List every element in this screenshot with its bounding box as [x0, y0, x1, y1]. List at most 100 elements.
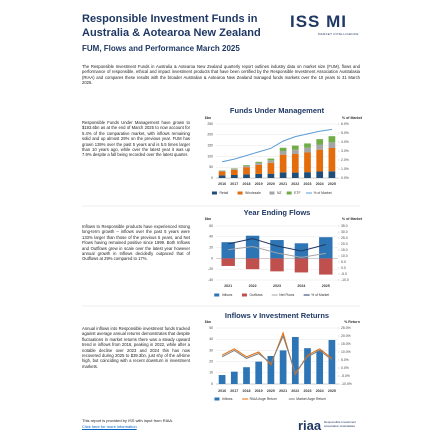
bar — [255, 162, 263, 165]
y2-tick-label: 5.0% — [341, 358, 349, 362]
y2-axis-label: % Return — [344, 320, 360, 324]
y2-tick-label: 1.0% — [341, 167, 349, 171]
x-tick-label: 2019 — [255, 182, 263, 186]
riaa-tagline: Responsible Investment Association Austr… — [324, 420, 357, 428]
title: Responsible Investment Funds in Australi… — [82, 13, 261, 39]
legend-swatch — [214, 397, 220, 401]
chart-title: Inflows v Investment Returns — [225, 311, 329, 320]
paragraph: Responsible Funds Under Management have … — [82, 120, 190, 158]
y-tick-label: 40 — [209, 337, 213, 341]
y2-tick-label: 5.0% — [341, 131, 349, 135]
y2-tick-label: 0.0% — [341, 366, 349, 370]
bar — [304, 172, 311, 178]
x-tick-label: 2025 — [328, 182, 336, 186]
y2-tick-label: 10.0 — [341, 254, 348, 258]
x-tick-label: 2016 — [218, 182, 226, 186]
bar — [221, 242, 235, 259]
x-tick-label: 2018 — [243, 182, 251, 186]
paragraph: Inflows to Responsible products have exp… — [82, 224, 190, 262]
y2-tick-label: 20.0% — [341, 334, 351, 338]
bar — [270, 258, 284, 272]
y2-tick-label: 2.0% — [341, 158, 349, 162]
y2-axis-label: % of Market — [342, 217, 363, 221]
bar — [270, 240, 284, 259]
x-tick-label: 2020 — [267, 182, 275, 186]
bar — [267, 356, 275, 384]
bar — [243, 367, 250, 384]
legend-swatch — [237, 191, 243, 195]
line — [228, 238, 326, 252]
y2-tick-label: 3.0% — [341, 149, 349, 153]
bar — [267, 160, 275, 163]
bar — [245, 235, 260, 259]
bar — [291, 172, 299, 178]
y-tick-label: 150 — [207, 143, 213, 147]
legend-label: % of Market — [311, 293, 329, 297]
y2-tick-label: -5.0% — [341, 374, 350, 378]
legend-label: % of Market — [313, 191, 331, 195]
footer-link[interactable]: Click here for more information — [82, 424, 137, 429]
bar — [255, 361, 263, 384]
y2-tick-label: 5.0 — [341, 260, 346, 264]
y2-tick-label: 15.0 — [341, 248, 348, 252]
legend-label: Outflows — [249, 293, 262, 297]
intro: The Responsible Investment Funds in Aust… — [82, 64, 360, 86]
bar — [218, 375, 226, 384]
y-tick-label: 20 — [209, 359, 213, 363]
bar — [267, 158, 275, 161]
logo: ISS MI — [290, 12, 348, 31]
y-tick-label: 30 — [209, 348, 213, 352]
bar — [304, 147, 311, 153]
bar — [218, 171, 226, 176]
bar — [218, 170, 226, 172]
y2-tick-label: 6.0% — [341, 122, 349, 126]
x-tick-label: 2025 — [322, 284, 330, 288]
y2-tick-label: 4.0% — [341, 140, 349, 144]
x-tick-label: 2022 — [249, 284, 257, 288]
x-tick-label: 2022 — [291, 182, 299, 186]
y2-tick-label: -10.0 — [341, 278, 349, 282]
y-tick-label: -20 — [208, 267, 213, 271]
bar — [255, 164, 263, 174]
bar — [316, 171, 324, 178]
y-tick-label: 50 — [209, 326, 213, 330]
bar — [267, 173, 275, 178]
bar — [279, 350, 287, 384]
bar — [279, 172, 287, 178]
y-axis-label: $bn — [205, 116, 211, 120]
bar — [230, 371, 238, 384]
bar — [304, 348, 311, 384]
bar — [319, 237, 333, 259]
legend-label: Inflows — [222, 293, 233, 297]
bar — [243, 165, 250, 166]
legend-label: NZ — [277, 191, 282, 195]
y-tick-label: 10 — [209, 371, 213, 375]
x-tick-label: 2021 — [224, 284, 232, 288]
footer-text: This report is provided by ISS with inpu… — [82, 418, 174, 423]
legend-label: RIAA Avge Return — [250, 397, 277, 401]
y-tick-label: 0 — [211, 176, 213, 180]
x-tick-label: 2021 — [279, 182, 287, 186]
bar — [221, 258, 235, 266]
bar — [316, 139, 324, 145]
bar — [279, 151, 287, 155]
line — [228, 246, 326, 258]
legend-swatch — [241, 293, 247, 297]
y-tick-label: 0 — [211, 382, 213, 386]
x-tick-label: 2016 — [218, 389, 226, 393]
y2-tick-label: 25.0% — [341, 326, 351, 330]
bar — [316, 149, 324, 172]
bar — [243, 174, 250, 178]
bar — [245, 258, 260, 270]
subtitle: FUM, Flows and Performance March 2025 — [82, 44, 240, 53]
y-tick-label: 60 — [209, 224, 213, 228]
y-tick-label: -40 — [208, 278, 213, 282]
bar — [230, 169, 238, 175]
y-tick-label: 40 — [209, 235, 213, 239]
bar — [291, 149, 299, 155]
x-tick-label: 2023 — [304, 182, 312, 186]
legend-label: ETF — [294, 191, 300, 195]
legend-swatch — [211, 191, 217, 195]
